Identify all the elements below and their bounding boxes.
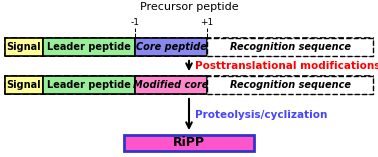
Text: Posttranslational modifications: Posttranslational modifications	[195, 61, 378, 71]
Text: Signal: Signal	[7, 80, 41, 90]
Text: Recognition sequence: Recognition sequence	[229, 80, 350, 90]
Text: Recognition sequence: Recognition sequence	[229, 42, 350, 52]
Text: Signal: Signal	[7, 42, 41, 52]
Text: Precursor peptide: Precursor peptide	[140, 2, 238, 12]
Bar	[5, 38, 373, 56]
Bar	[207, 76, 373, 94]
Bar	[207, 38, 373, 56]
Text: Core peptide: Core peptide	[136, 42, 206, 52]
Text: Leader peptide: Leader peptide	[47, 42, 131, 52]
Text: Leader peptide: Leader peptide	[47, 80, 131, 90]
Bar	[43, 76, 135, 94]
Text: +1: +1	[200, 18, 214, 27]
Bar	[5, 38, 43, 56]
Text: RiPP: RiPP	[173, 136, 205, 149]
Bar	[5, 76, 373, 94]
Bar	[5, 76, 43, 94]
Bar	[135, 38, 207, 56]
Bar	[43, 38, 135, 56]
Bar	[135, 76, 207, 94]
Text: Proteolysis/cyclization: Proteolysis/cyclization	[195, 109, 327, 119]
Text: Modified core: Modified core	[133, 80, 209, 90]
Text: -1: -1	[130, 18, 139, 27]
Bar	[124, 135, 254, 151]
